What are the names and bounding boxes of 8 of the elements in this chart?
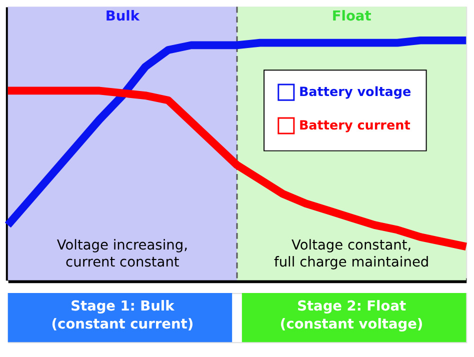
annotation: Voltage increasing, current constant — [56, 238, 188, 270]
text: Bulk — [105, 8, 140, 25]
legend-label: Battery current — [298, 118, 410, 134]
text: Float — [332, 8, 372, 25]
text: Stage 2: Float (constant voltage) — [280, 298, 424, 332]
annotation: Voltage constant, full charge maintained — [274, 238, 430, 270]
legend-label: Battery voltage — [298, 85, 412, 100]
text: Stage 1: Bulk (constant current) — [51, 298, 194, 332]
